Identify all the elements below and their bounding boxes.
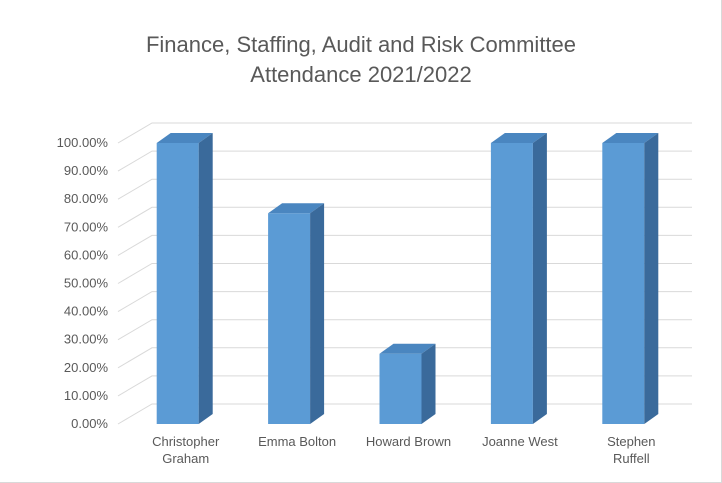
bar [268, 203, 325, 424]
bar-front [379, 353, 422, 424]
bar-side [532, 133, 547, 424]
y-tick-label: 80.00% [64, 191, 109, 206]
y-tick-label: 60.00% [64, 247, 109, 262]
y-tick-label: 0.00% [71, 416, 108, 431]
bar-top [379, 343, 436, 354]
bars [156, 133, 659, 424]
y-tick-label: 30.00% [64, 332, 109, 347]
y-axis-ticks: 0.00% 10.00% 20.00% 30.00% 40.00% 50.00% 60.00… [57, 135, 109, 431]
bar-side [421, 343, 436, 424]
x-category-label: Christopher Graham [152, 434, 220, 466]
bar-top [156, 133, 213, 143]
bar-front [268, 213, 311, 424]
y-tick-label: 70.00% [64, 219, 109, 234]
y-tick-label: 40.00% [64, 304, 109, 319]
bar-top [602, 133, 659, 143]
bar-front [490, 143, 533, 424]
bar [156, 133, 213, 424]
bar-side [198, 133, 213, 424]
bar [379, 343, 436, 424]
y-tick-label: 100.00% [57, 135, 109, 150]
x-category-label: Joanne West [482, 434, 558, 449]
x-category-label: Stephen Ruffell [607, 434, 655, 466]
bar-side [644, 133, 659, 424]
y-tick-label: 90.00% [64, 163, 109, 178]
bar-front [602, 143, 645, 424]
bar-front [156, 143, 199, 424]
bar-top [268, 203, 325, 214]
y-tick-label: 50.00% [64, 276, 109, 291]
x-category-label: Howard Brown [366, 434, 451, 449]
x-category-label: Emma Bolton [258, 434, 336, 449]
chart-title: Finance, Staffing, Audit and Risk Commit… [145, 32, 577, 87]
bar-top [490, 133, 547, 143]
x-axis-categories: Christopher Graham Emma Bolton Howard Brown… [152, 434, 655, 466]
bar [602, 133, 659, 424]
bar-side [310, 203, 325, 424]
y-tick-label: 10.00% [64, 388, 109, 403]
y-tick-label: 20.00% [64, 360, 109, 375]
bar [490, 133, 547, 424]
gridline [117, 122, 692, 144]
